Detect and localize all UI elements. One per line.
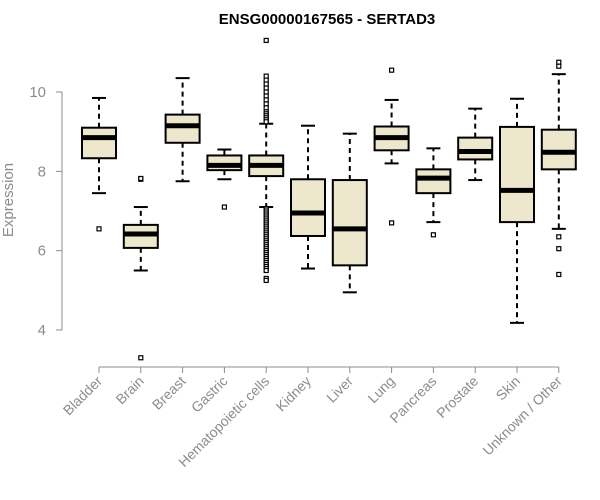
iqr-box — [457, 136, 494, 161]
outlier-point — [556, 246, 562, 252]
box-unknown-other — [540, 59, 577, 278]
box-prostate — [457, 107, 494, 182]
iqr-box — [206, 154, 243, 172]
box-kidney — [290, 124, 326, 270]
x-tick-label: Kidney — [273, 373, 315, 415]
outlier-point — [556, 63, 562, 69]
iqr-box — [540, 128, 577, 171]
box-lung — [373, 67, 410, 226]
iqr-box — [499, 125, 535, 224]
y-axis: 4 6 8 10 — [29, 84, 63, 339]
outlier-point — [556, 271, 562, 278]
y-tick-label: 8 — [38, 163, 46, 180]
box-breast — [164, 77, 201, 183]
box-liver — [331, 132, 368, 294]
y-tick-label: 4 — [38, 322, 46, 339]
iqr-box — [331, 179, 368, 267]
iqr-box — [415, 168, 452, 195]
outlier-point — [138, 355, 144, 361]
x-tick-label: Brain — [112, 373, 146, 407]
x-tick-label: Prostate — [433, 373, 481, 421]
plot-area — [81, 37, 577, 361]
y-axis-label: Expression — [0, 163, 17, 237]
box-brain — [122, 175, 159, 361]
box-pancreas — [415, 147, 452, 238]
outlier-point — [263, 267, 269, 274]
y-tick-label: 10 — [29, 84, 46, 101]
box-bladder — [81, 96, 117, 232]
outlier-point — [96, 226, 102, 232]
outlier-point — [556, 234, 562, 240]
x-tick-label: Lung — [364, 373, 397, 406]
x-tick-label: Liver — [323, 373, 356, 406]
y-tick-label: 6 — [38, 243, 46, 260]
chart-title: ENSG00000167565 - SERTAD3 — [219, 11, 436, 28]
outlier-point — [389, 220, 395, 226]
outlier-point — [138, 175, 144, 182]
outlier-point — [389, 67, 395, 73]
box-skin — [499, 97, 535, 324]
outlier-point — [263, 37, 269, 44]
x-tick-label: Unknown / Other — [479, 373, 565, 459]
x-tick-label: Breast — [149, 373, 189, 413]
iqr-box — [81, 126, 117, 160]
iqr-box — [290, 178, 326, 237]
x-tick-label: Bladder — [60, 373, 106, 419]
box-hematopoietic-cells — [248, 37, 285, 284]
x-tick-label: Skin — [493, 373, 524, 404]
outlier-point — [263, 119, 269, 125]
outlier-point — [430, 232, 436, 238]
outlier-point — [221, 204, 227, 210]
iqr-box — [164, 113, 201, 144]
outlier-point — [263, 277, 269, 284]
box-gastric — [206, 148, 243, 210]
